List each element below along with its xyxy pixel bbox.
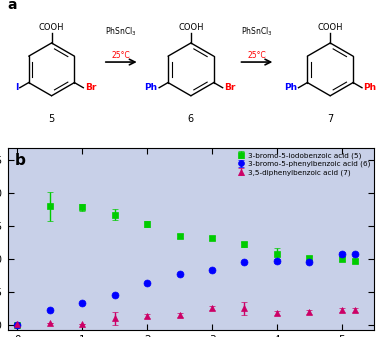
Text: b: b <box>15 153 26 168</box>
Text: 6: 6 <box>188 114 194 124</box>
Legend: 3-bromo-5-iodobenzoic acid (5), 3-bromo-5-phenylbenzoic acid (6), 3,5-diphenylbe: 3-bromo-5-iodobenzoic acid (5), 3-bromo-… <box>234 149 373 179</box>
Text: COOH: COOH <box>178 23 204 32</box>
Text: I: I <box>15 83 19 92</box>
Text: a: a <box>8 0 17 12</box>
Text: COOH: COOH <box>39 23 64 32</box>
Text: Ph: Ph <box>363 83 376 92</box>
Text: PhSnCl$_3$: PhSnCl$_3$ <box>105 26 137 38</box>
Text: PhSnCl$_3$: PhSnCl$_3$ <box>241 26 273 38</box>
Text: Ph: Ph <box>144 83 158 92</box>
Text: 7: 7 <box>327 114 333 124</box>
Text: Br: Br <box>85 83 96 92</box>
Text: Ph: Ph <box>284 83 297 92</box>
Text: 5: 5 <box>48 114 55 124</box>
Text: 25°C: 25°C <box>112 51 131 60</box>
Text: COOH: COOH <box>318 23 343 32</box>
Text: 25°C: 25°C <box>248 51 266 60</box>
Text: Br: Br <box>224 83 235 92</box>
